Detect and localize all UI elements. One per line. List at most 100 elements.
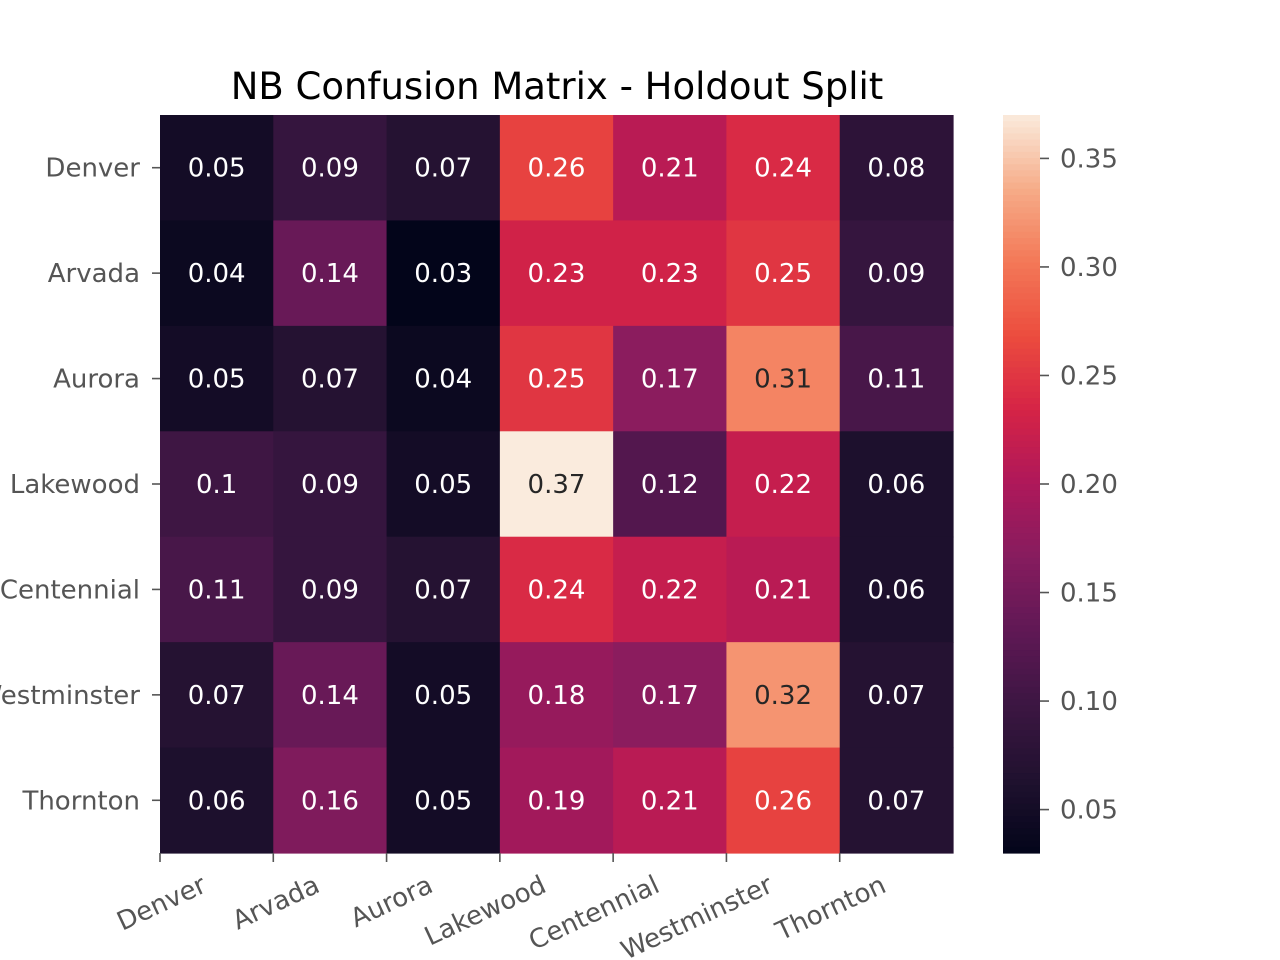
heatmap-cell (839, 536, 954, 643)
colorbar-segment (1003, 182, 1040, 190)
colorbar-segment (1003, 539, 1040, 547)
heatmap-cell (273, 115, 388, 222)
cell-value-label: 0.16 (301, 786, 359, 816)
colorbar-segment (1003, 385, 1040, 393)
heatmap-cell (726, 747, 841, 854)
colorbar-segment (1003, 742, 1040, 750)
colorbar-segment (1003, 680, 1040, 688)
colorbar-segment (1003, 791, 1040, 799)
colorbar-segment (1003, 563, 1040, 571)
heatmap-cell (613, 536, 728, 643)
cell-value-label: 0.09 (301, 470, 359, 500)
cell-value-label: 0.14 (301, 681, 359, 711)
colorbar-tick-label: 0.15 (1060, 579, 1118, 609)
heatmap-cell (499, 325, 614, 432)
colorbar-segment (1003, 816, 1040, 823)
colorbar-segment (1003, 502, 1040, 510)
cell-value-label: 0.07 (188, 681, 246, 711)
cell-value-label: 0.09 (301, 575, 359, 605)
cell-value-label: 0.08 (867, 154, 925, 184)
colorbar-segment (1003, 582, 1040, 590)
heatmap-cell (726, 115, 841, 222)
y-tick-label: Thornton (21, 786, 140, 816)
cell-value-label: 0.05 (414, 786, 472, 816)
cell-value-label: 0.07 (414, 154, 472, 184)
cell-value-label: 0.22 (754, 470, 812, 500)
heatmap-cell (613, 325, 728, 432)
colorbar-segment (1003, 545, 1040, 553)
cell-value-label: 0.17 (641, 681, 699, 711)
colorbar-segment (1003, 127, 1040, 135)
colorbar-segment (1003, 711, 1040, 719)
colorbar-segment (1003, 440, 1040, 448)
colorbar-segment (1003, 422, 1040, 430)
heatmap-cell (726, 431, 841, 538)
colorbar-segment (1003, 219, 1040, 227)
y-tick-label: Centennial (0, 575, 140, 605)
colorbar-segment (1003, 613, 1040, 620)
heatmap-cell (726, 220, 841, 327)
colorbar-segment (1003, 662, 1040, 670)
colorbar-segment (1003, 416, 1040, 424)
colorbar-segment (1003, 594, 1040, 602)
cell-value-label: 0.21 (641, 786, 699, 816)
colorbar-segment (1003, 643, 1040, 651)
colorbar-segment (1003, 170, 1040, 178)
colorbar-tick-label: 0.05 (1060, 796, 1118, 826)
colorbar-tick-label: 0.35 (1060, 144, 1118, 174)
colorbar-segment (1003, 637, 1040, 645)
colorbar-segment (1003, 447, 1040, 454)
colorbar-segment (1003, 145, 1040, 153)
colorbar-segment (1003, 115, 1040, 122)
cell-value-label: 0.05 (188, 365, 246, 395)
colorbar-segment (1003, 748, 1040, 756)
cell-value-label: 0.23 (528, 259, 586, 289)
colorbar-segment (1003, 797, 1040, 805)
colorbar-segment (1003, 730, 1040, 737)
colorbar-segment (1003, 754, 1040, 762)
colorbar-segment (1003, 809, 1040, 817)
colorbar-segment (1003, 705, 1040, 713)
colorbar-segment (1003, 361, 1040, 368)
colorbar-segment (1003, 201, 1040, 208)
heatmap-cell (160, 325, 274, 432)
colorbar-segment (1003, 822, 1040, 829)
heatmap-cell (160, 642, 274, 749)
heatmap-cell (160, 220, 274, 327)
y-tick-label: Denver (45, 154, 140, 184)
cell-value-label: 0.17 (641, 365, 699, 395)
colorbar-segment (1003, 674, 1040, 682)
heatmap-cell (499, 642, 614, 749)
colorbar-segment (1003, 570, 1040, 577)
colorbar-segment (1003, 551, 1040, 559)
colorbar-segment (1003, 557, 1040, 565)
colorbar-tick-label: 0.10 (1060, 687, 1118, 717)
colorbar-segment (1003, 533, 1040, 540)
heatmap-cell (386, 431, 501, 538)
colorbar-segment (1003, 840, 1040, 848)
colorbar-segment (1003, 631, 1040, 639)
y-tick-label: Aurora (53, 365, 140, 395)
colorbar-segment (1003, 434, 1040, 442)
heatmap-cell (386, 536, 501, 643)
colorbar-segment (1003, 256, 1040, 264)
cell-value-label: 0.04 (414, 365, 472, 395)
cell-value-label: 0.04 (188, 259, 246, 289)
colorbar-segment (1003, 484, 1040, 491)
cell-value-label: 0.24 (754, 154, 812, 184)
colorbar-segment (1003, 262, 1040, 270)
cell-value-label: 0.25 (528, 365, 586, 395)
heatmap-cell (273, 536, 388, 643)
colorbar-segment (1003, 514, 1040, 522)
x-tick-label: Arvada (228, 870, 324, 936)
heatmap-cell (386, 747, 501, 854)
cell-value-label: 0.05 (414, 681, 472, 711)
heatmap-cell (386, 642, 501, 749)
colorbar-segment (1003, 238, 1040, 245)
colorbar-segment (1003, 244, 1040, 251)
colorbar-segment (1003, 342, 1040, 350)
cell-value-label: 0.06 (188, 786, 246, 816)
heatmap-cell (273, 431, 388, 538)
colorbar-segment (1003, 607, 1040, 614)
colorbar-segment (1003, 317, 1040, 325)
